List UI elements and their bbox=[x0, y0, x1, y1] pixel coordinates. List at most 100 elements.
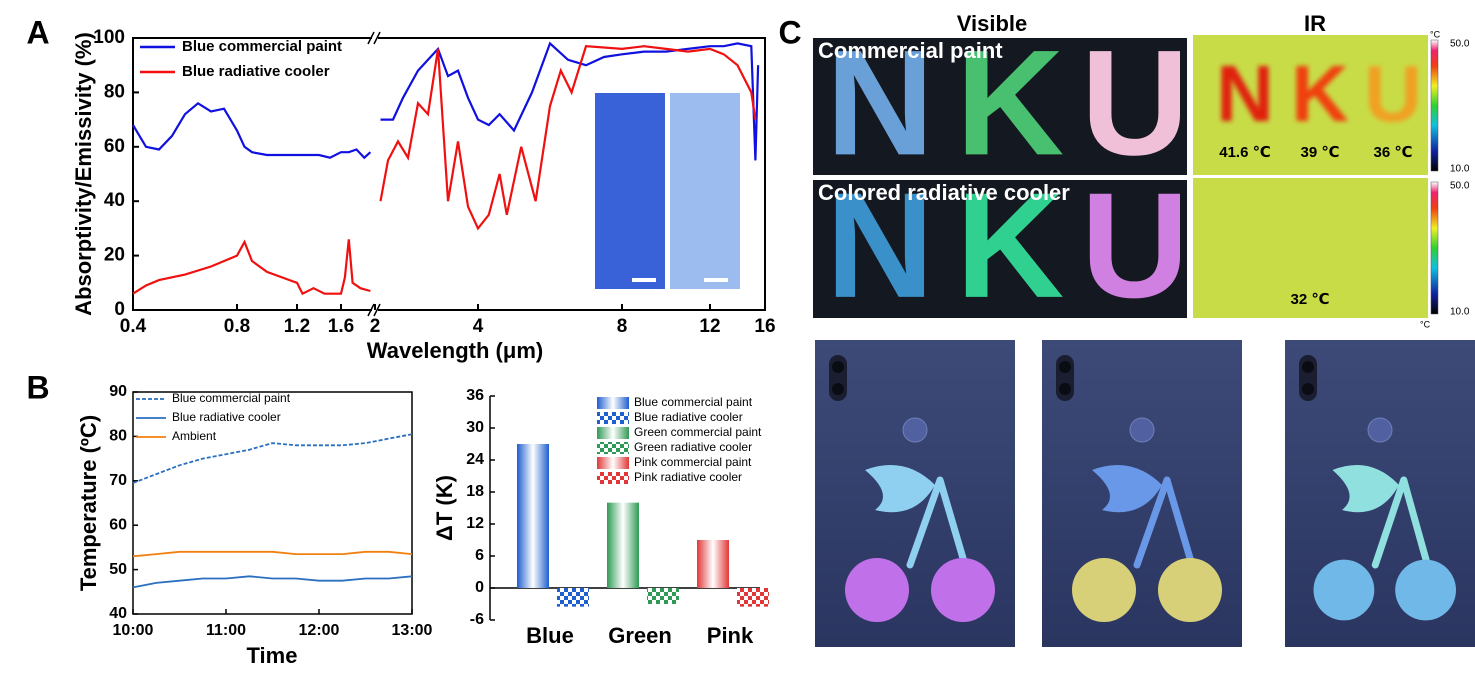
cherry bbox=[1158, 558, 1222, 622]
visible-photo bbox=[813, 38, 1187, 175]
bar bbox=[737, 588, 769, 607]
axis-frame bbox=[132, 37, 766, 311]
colorbar-min: 10.0 bbox=[1450, 164, 1470, 175]
lens bbox=[1302, 361, 1314, 373]
ir-letter: K bbox=[1291, 49, 1349, 138]
y-tick-label: 24 bbox=[466, 451, 484, 468]
letter: U bbox=[1081, 18, 1189, 186]
legend-label: Blue radiative cooler bbox=[172, 410, 281, 424]
temperature-label: 41.6 ℃ bbox=[1219, 144, 1271, 161]
y-tick-label: 100 bbox=[93, 27, 125, 48]
y-tick-label: 36 bbox=[466, 387, 484, 404]
ir-image bbox=[1193, 35, 1428, 175]
y-tick-label: 40 bbox=[109, 605, 127, 622]
bar bbox=[697, 540, 729, 588]
leaf bbox=[1332, 465, 1399, 513]
x-tick-label: 1.6 bbox=[328, 316, 354, 337]
y-tick-label: 40 bbox=[104, 190, 125, 211]
legend-label: Blue radiative cooler bbox=[182, 63, 330, 80]
lens bbox=[832, 361, 844, 373]
colorbar-max: 50.0 bbox=[1450, 39, 1470, 50]
x-tick-label: 0.8 bbox=[224, 316, 250, 337]
phone-photo bbox=[1042, 340, 1242, 647]
scale-bar bbox=[632, 278, 656, 282]
bar bbox=[517, 444, 549, 588]
y-tick-label: -6 bbox=[470, 611, 484, 628]
colorbar bbox=[1430, 181, 1439, 315]
column-title: Visible bbox=[957, 11, 1028, 36]
legend-label: Pink commercial paint bbox=[634, 455, 752, 469]
sensor bbox=[1367, 417, 1393, 443]
letter: K bbox=[956, 18, 1064, 186]
x-tick-label: 13:00 bbox=[392, 622, 433, 639]
data-line bbox=[132, 575, 413, 589]
data-line bbox=[132, 550, 413, 558]
legend-label: Blue radiative cooler bbox=[634, 410, 743, 424]
y-axis-title: Temperature (ºC) bbox=[76, 415, 101, 591]
legend-swatch bbox=[597, 412, 629, 424]
lens bbox=[1059, 383, 1071, 395]
x-tick-label: 16 bbox=[754, 316, 775, 337]
bar bbox=[557, 588, 589, 607]
letter: N bbox=[826, 161, 934, 329]
data-line bbox=[132, 433, 413, 484]
y-tick-label: 50 bbox=[109, 561, 127, 578]
colorbar bbox=[1430, 39, 1439, 172]
x-tick-label: 11:00 bbox=[206, 622, 246, 639]
x-axis-title: Time bbox=[247, 643, 298, 668]
panel-label: A bbox=[26, 14, 49, 50]
y-tick-label: 80 bbox=[109, 428, 127, 445]
x-tick-label: 12 bbox=[699, 316, 720, 337]
lens bbox=[832, 383, 844, 395]
x-tick-label: Green bbox=[608, 623, 672, 648]
y-tick-label: 6 bbox=[475, 547, 484, 564]
leaf bbox=[1092, 465, 1162, 513]
y-tick-label: 12 bbox=[466, 515, 484, 532]
letter: K bbox=[956, 161, 1064, 329]
legend-label: Green commercial paint bbox=[634, 425, 762, 439]
panel-label: C bbox=[778, 14, 801, 50]
x-tick-label: 2 bbox=[370, 316, 381, 337]
data-line bbox=[132, 41, 760, 161]
colorbar-unit: °C bbox=[1430, 29, 1441, 39]
legend-swatch bbox=[597, 457, 629, 469]
legend-label: Green radiative cooler bbox=[634, 440, 752, 454]
column-title: IR bbox=[1304, 11, 1326, 36]
letter: U bbox=[1081, 161, 1189, 329]
row-label: Commercial paint bbox=[818, 38, 1003, 63]
legend-label: Pink radiative cooler bbox=[634, 470, 742, 484]
stem bbox=[906, 476, 969, 569]
lens bbox=[1302, 383, 1314, 395]
stem bbox=[1133, 476, 1196, 569]
inset-photo bbox=[595, 93, 665, 289]
x-tick-label: Blue bbox=[526, 623, 574, 648]
x-tick-label: 10:00 bbox=[113, 622, 154, 639]
leaf bbox=[865, 465, 935, 513]
ir-image bbox=[1193, 178, 1428, 318]
y-tick-label: 60 bbox=[109, 516, 127, 533]
sensor bbox=[1129, 417, 1155, 443]
panel-label: B bbox=[26, 369, 49, 405]
cherry bbox=[1395, 559, 1456, 621]
axis-frame bbox=[132, 391, 413, 615]
bar bbox=[607, 502, 639, 588]
temperature-label: 36 ℃ bbox=[1373, 144, 1412, 161]
visible-photo bbox=[813, 180, 1187, 318]
cherry bbox=[1072, 558, 1136, 622]
bar bbox=[647, 588, 679, 604]
cherry bbox=[1313, 559, 1375, 621]
scale-bar bbox=[704, 278, 728, 282]
inset-photo bbox=[670, 93, 740, 289]
legend-swatch bbox=[597, 472, 629, 484]
y-tick-label: 70 bbox=[109, 472, 127, 489]
ir-letter: U bbox=[1364, 49, 1422, 138]
temperature-label: 32 ℃ bbox=[1290, 291, 1329, 308]
x-tick-label: Pink bbox=[707, 623, 754, 648]
y-tick-label: 18 bbox=[466, 483, 484, 500]
legend-swatch bbox=[597, 442, 629, 454]
y-axis-title: ΔT (K) bbox=[432, 475, 457, 541]
cherry bbox=[845, 558, 909, 622]
y-tick-label: 30 bbox=[466, 419, 484, 436]
colorbar-min: 10.0 bbox=[1450, 307, 1470, 318]
